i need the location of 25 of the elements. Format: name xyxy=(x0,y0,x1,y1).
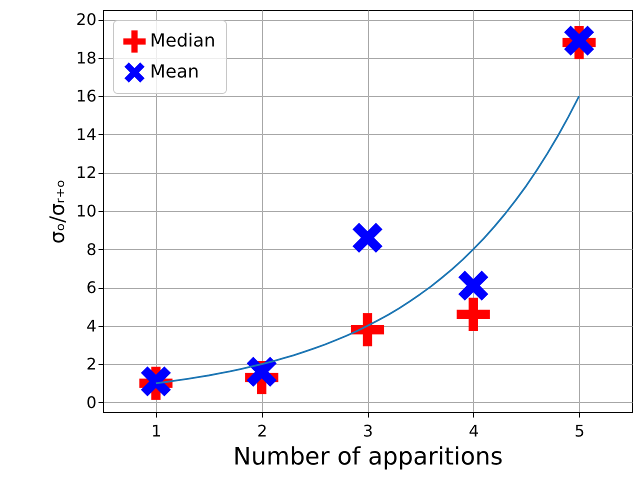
point xyxy=(352,222,383,253)
y-tick-label: 4 xyxy=(86,316,96,336)
y-tick-label: 12 xyxy=(76,163,96,182)
y-tick-label: 0 xyxy=(86,392,96,412)
y-tick-label: 16 xyxy=(76,86,96,106)
y-tick-label: 18 xyxy=(76,48,96,68)
y-tick-label: 20 xyxy=(76,10,96,30)
y-tick-label: 6 xyxy=(86,278,96,298)
x-tick-label: 4 xyxy=(468,422,479,440)
point xyxy=(456,298,490,331)
y-tick-label: 8 xyxy=(86,240,96,259)
x-tick-label: 2 xyxy=(257,422,268,440)
legend-label: Mean xyxy=(150,62,200,82)
point xyxy=(246,356,277,387)
x-axis-title: Number of apparitions xyxy=(233,442,503,470)
y-axis-title: σₒ/σᵣ₊ₒ xyxy=(45,179,70,244)
x-tick-label: 1 xyxy=(151,422,162,440)
y-tick-label: 14 xyxy=(76,124,96,144)
x-tick-label: 5 xyxy=(574,422,585,440)
y-tick-label: 2 xyxy=(86,354,96,374)
x-tick-label: 3 xyxy=(362,422,374,440)
y-tick-label: 10 xyxy=(76,202,96,220)
point xyxy=(458,270,488,301)
point xyxy=(350,313,384,346)
legend-label: Median xyxy=(150,30,216,52)
